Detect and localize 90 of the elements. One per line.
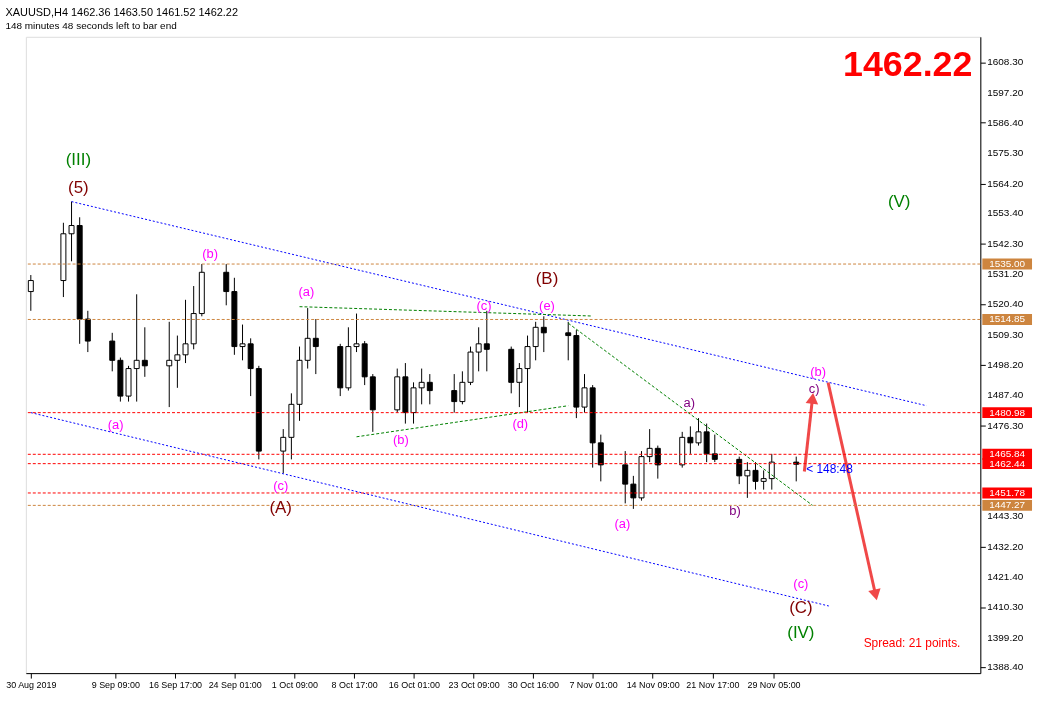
- candlestick: [760, 469, 767, 491]
- annotation: (b): [393, 431, 409, 447]
- x-tick-label: 9 Sep 09:00: [91, 679, 140, 690]
- candlestick: [532, 321, 539, 361]
- x-tick-label: 8 Oct 17:00: [331, 679, 378, 690]
- ref-line-label: 1451.78: [989, 486, 1026, 498]
- candlestick: [133, 293, 140, 403]
- candlestick: [451, 373, 458, 414]
- y-tick-label: 1487.40: [987, 388, 1024, 400]
- candlestick: [703, 423, 710, 463]
- chart-subtitle: 148 minutes 48 seconds left to bar end: [5, 19, 177, 31]
- annotation: (a): [298, 283, 315, 299]
- annotation: (V): [887, 192, 911, 212]
- candlestick: [27, 274, 34, 312]
- candlestick: [540, 315, 547, 353]
- annotation: (d): [512, 416, 529, 432]
- annotation: (a): [614, 515, 631, 531]
- chart-title: XAUUSD,H4 1462.36 1463.50 1461.52 1462.22: [5, 5, 239, 18]
- annotation: c): [808, 381, 820, 397]
- x-tick-label: 24 Sep 01:00: [208, 679, 262, 690]
- x-tick-label: 1 Oct 09:00: [271, 679, 319, 690]
- candlestick: [426, 373, 433, 405]
- candlestick: [84, 310, 91, 353]
- y-tick-label: 1476.30: [987, 419, 1024, 431]
- x-tick-label: 14 Nov 09:00: [626, 679, 680, 690]
- y-tick-label: 1520.40: [987, 298, 1024, 310]
- annotation: (5): [68, 178, 89, 198]
- y-tick-label: 1432.20: [987, 540, 1024, 552]
- y-tick-label: 1443.30: [987, 510, 1024, 522]
- candlestick: [223, 263, 230, 306]
- ref-line-label: 1447.27: [989, 499, 1026, 511]
- y-tick-label: 1509.30: [987, 328, 1024, 340]
- candlestick: [109, 332, 116, 372]
- y-tick-label: 1575.30: [987, 147, 1024, 159]
- candlestick: [280, 428, 287, 474]
- annotation: (e): [539, 297, 555, 313]
- ref-line-label: 1535.00: [989, 258, 1026, 270]
- candlestick: [622, 450, 629, 504]
- x-tick-label: 30 Oct 16:00: [507, 679, 560, 690]
- candlestick: [418, 368, 425, 405]
- annotation: (b): [810, 364, 826, 380]
- candlestick: [597, 434, 604, 482]
- y-tick-label: 1531.20: [987, 268, 1024, 280]
- annotation: a): [683, 394, 695, 410]
- ref-line-label: 1462.44: [989, 457, 1026, 469]
- x-tick-label: 30 Aug 2019: [6, 679, 57, 690]
- annotation: (C): [789, 598, 813, 618]
- x-tick-label: 23 Oct 09:00: [448, 679, 500, 690]
- ref-line-label: 1465.84: [989, 448, 1026, 460]
- candlestick: [711, 434, 718, 463]
- candlestick: [654, 445, 661, 480]
- y-tick-label: 1542.30: [987, 237, 1024, 249]
- x-tick-label: 16 Sep 17:00: [148, 679, 203, 690]
- y-tick-label: 1498.20: [987, 359, 1024, 371]
- candlestick: [304, 307, 311, 370]
- annotation: b): [729, 502, 741, 518]
- x-tick-label: 21 Nov 17:00: [686, 679, 740, 690]
- annotation: Spread: 21 points.: [863, 636, 961, 651]
- annotation: (c): [273, 478, 289, 494]
- annotation: (a): [107, 416, 124, 432]
- y-tick-label: 1399.20: [987, 631, 1024, 643]
- y-tick-label: 1564.20: [987, 177, 1024, 189]
- candlestick: [565, 321, 572, 361]
- annotation: (c): [476, 297, 492, 313]
- x-tick-label: 29 Nov 05:00: [747, 679, 801, 690]
- annotation: (III): [65, 149, 92, 169]
- candlestick: [141, 326, 148, 378]
- annotation: (B): [535, 268, 559, 288]
- annotation: (c): [793, 576, 809, 592]
- y-tick-label: 1608.30: [987, 56, 1024, 68]
- candlestick: [646, 428, 653, 463]
- candlestick: [166, 321, 173, 408]
- y-tick-label: 1410.30: [987, 601, 1024, 613]
- annotation: (b): [202, 245, 218, 261]
- x-tick-label: 16 Oct 01:00: [388, 679, 440, 690]
- x-tick-label: 7 Nov 01:00: [569, 679, 618, 690]
- ref-line-label: 1514.85: [989, 313, 1026, 325]
- y-tick-label: 1388.40: [987, 661, 1024, 673]
- annotation: (A): [269, 497, 292, 517]
- y-tick-label: 1421.40: [987, 570, 1024, 582]
- candlestick: [736, 456, 743, 485]
- annotation: 1462.22: [843, 43, 973, 84]
- ref-line-label: 1480.98: [989, 406, 1026, 418]
- y-tick-label: 1586.40: [987, 116, 1024, 128]
- candlestick: [768, 453, 775, 491]
- candlestick: [475, 326, 482, 372]
- candlestick: [312, 318, 319, 375]
- y-tick-label: 1597.20: [987, 86, 1024, 98]
- annotation: (IV): [787, 623, 815, 642]
- y-tick-label: 1553.40: [987, 207, 1024, 219]
